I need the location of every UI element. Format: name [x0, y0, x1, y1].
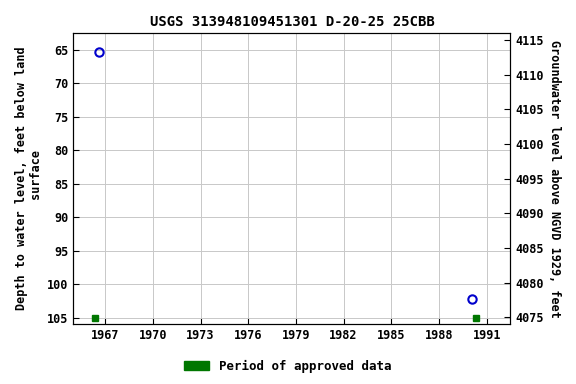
Title: USGS 313948109451301 D-20-25 25CBB: USGS 313948109451301 D-20-25 25CBB: [150, 15, 434, 29]
Y-axis label: Groundwater level above NGVD 1929, feet: Groundwater level above NGVD 1929, feet: [548, 40, 561, 318]
Legend: Period of approved data: Period of approved data: [179, 355, 397, 378]
Y-axis label: Depth to water level, feet below land
 surface: Depth to water level, feet below land su…: [15, 47, 43, 310]
